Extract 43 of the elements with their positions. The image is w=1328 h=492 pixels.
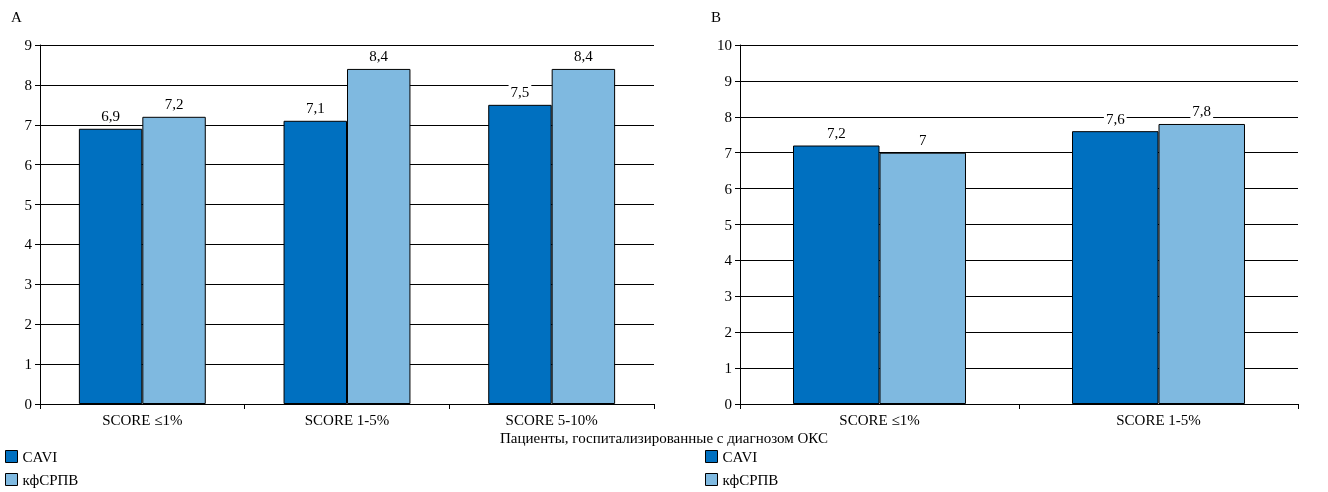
chart-title: A: [11, 8, 22, 25]
y-tick-label: 3: [24, 276, 32, 293]
y-tick-label: 5: [724, 216, 732, 233]
y-tick-label: 7: [724, 144, 733, 161]
data-label: 8,4: [574, 48, 594, 65]
y-tick-label: 0: [724, 396, 732, 412]
y-tick-label: 6: [24, 156, 33, 173]
x-tick-label: SCORE 5-10%: [505, 411, 598, 428]
x-axis-title: Пациенты, госпитализированные с диагнозом ОКС: [499, 430, 829, 447]
y-tick-label: 2: [724, 324, 732, 341]
y-tick-label: 9: [724, 72, 732, 89]
y-tick-label: 1: [724, 360, 732, 377]
data-label: 7,5: [510, 84, 530, 101]
y-tick-label: 4: [24, 236, 33, 253]
data-label: 8,4: [369, 48, 389, 65]
x-tick-label: SCORE ≤1%: [102, 411, 183, 428]
y-tick-label: 1: [24, 356, 32, 373]
legend-label: кфСРПВ: [722, 471, 779, 488]
chart-title: B: [711, 8, 722, 25]
x-tick-label: SCORE 1-5%: [304, 411, 390, 428]
data-label: 6,9: [101, 108, 120, 125]
y-tick-label: 2: [24, 316, 32, 333]
data-label: 7,2: [164, 96, 184, 113]
data-label: 7,1: [305, 100, 325, 117]
legend-label: кфСРПВ: [22, 471, 79, 488]
x-tick-label: SCORE 1-5%: [1116, 411, 1201, 428]
y-tick-label: 10: [717, 37, 732, 53]
y-tick-label: 6: [724, 180, 733, 197]
legend-label: CAVI: [22, 448, 58, 465]
y-tick-label: 7: [24, 116, 33, 133]
y-tick-label: 8: [724, 108, 732, 125]
y-tick-label: 0: [24, 396, 32, 412]
y-tick-label: 8: [24, 76, 32, 93]
legend-label: CAVI: [722, 448, 758, 465]
y-tick-label: 4: [724, 252, 733, 269]
data-label: 7,2: [826, 125, 846, 142]
x-tick-label: SCORE ≤1%: [839, 411, 920, 428]
data-label: 7,6: [1105, 110, 1126, 127]
y-tick-label: 5: [24, 196, 32, 213]
data-label: 7,8: [1192, 103, 1212, 120]
data-label: 7: [918, 132, 927, 149]
y-tick-label: 3: [724, 288, 732, 305]
y-tick-label: 9: [24, 37, 32, 53]
